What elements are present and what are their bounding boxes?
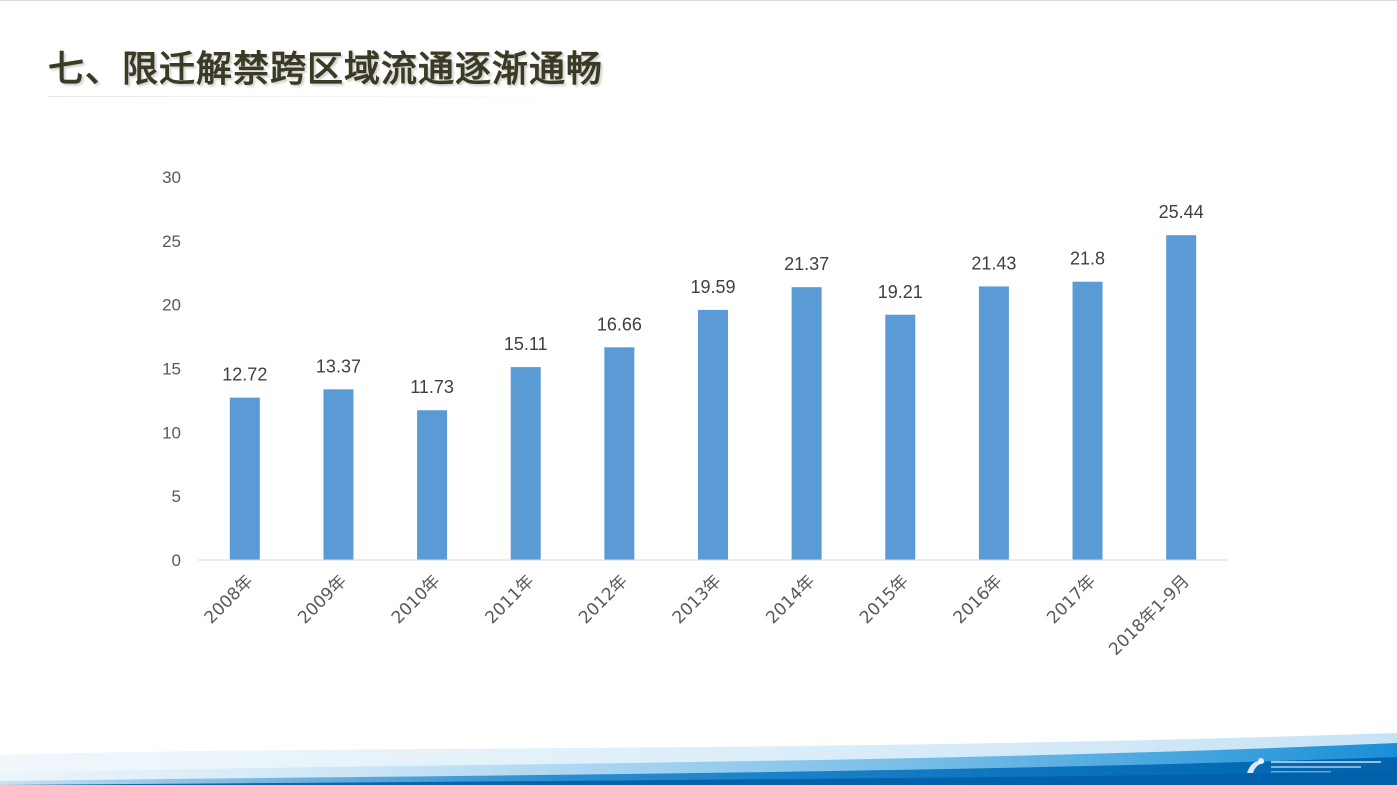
data-label: 19.21 <box>878 282 923 302</box>
data-label: 13.37 <box>316 356 361 376</box>
bar <box>604 347 635 560</box>
y-tick-label: 30 <box>162 168 181 187</box>
x-tick-label: 2010年 <box>388 571 445 628</box>
data-label: 19.59 <box>690 277 735 297</box>
bar-series <box>229 235 1197 560</box>
top-border <box>0 0 1397 1</box>
x-tick-label: 2012年 <box>575 571 632 628</box>
y-tick-label: 5 <box>172 487 181 506</box>
bar <box>510 367 541 560</box>
title-underline <box>48 96 628 97</box>
watermark-logo <box>1247 758 1381 773</box>
x-tick-label: 2018年1-9月 <box>1105 571 1193 659</box>
y-tick-label: 10 <box>162 423 181 442</box>
data-label: 11.73 <box>410 377 454 397</box>
bar <box>229 397 260 560</box>
y-axis: 0 5 10 15 20 25 30 <box>162 168 181 570</box>
x-axis-labels: 2008年 2009年 2010年 2011年 2012年 2013年 2014年 2015年… <box>201 571 1194 659</box>
x-tick-label: 2013年 <box>669 571 726 628</box>
bar <box>323 389 354 560</box>
bar <box>885 314 916 560</box>
data-label: 21.37 <box>784 254 829 274</box>
bar <box>698 309 728 560</box>
data-label: 21.8 <box>1070 249 1105 269</box>
footer-wave-decoration <box>0 733 1397 785</box>
x-tick-label: 2017年 <box>1043 571 1100 628</box>
x-tick-label: 2015年 <box>856 571 913 628</box>
data-labels: 12.72 13.37 11.73 15.11 16.66 19.59 21.37 19.21… <box>222 202 1203 397</box>
data-label: 25.44 <box>1159 202 1204 222</box>
page-title: 七、限迁解禁跨区域流通逐渐通畅 <box>48 49 604 90</box>
bar <box>791 287 822 560</box>
data-label: 12.72 <box>222 365 267 385</box>
bar <box>1166 235 1197 560</box>
y-tick-label: 15 <box>162 360 181 379</box>
x-tick-label: 2014年 <box>762 571 819 628</box>
x-tick-label: 2011年 <box>482 571 539 628</box>
bar <box>978 286 1009 560</box>
x-tick-label: 2016年 <box>950 571 1007 628</box>
y-tick-label: 25 <box>162 232 181 251</box>
y-tick-label: 20 <box>162 296 181 315</box>
data-label: 16.66 <box>597 314 642 334</box>
y-tick-label: 0 <box>172 551 181 570</box>
bar <box>1072 281 1103 560</box>
x-tick-label: 2009年 <box>294 571 351 628</box>
data-label: 15.11 <box>504 334 548 354</box>
x-tick-label: 2008年 <box>201 571 258 628</box>
bar <box>417 410 448 560</box>
data-label: 21.43 <box>971 253 1016 273</box>
